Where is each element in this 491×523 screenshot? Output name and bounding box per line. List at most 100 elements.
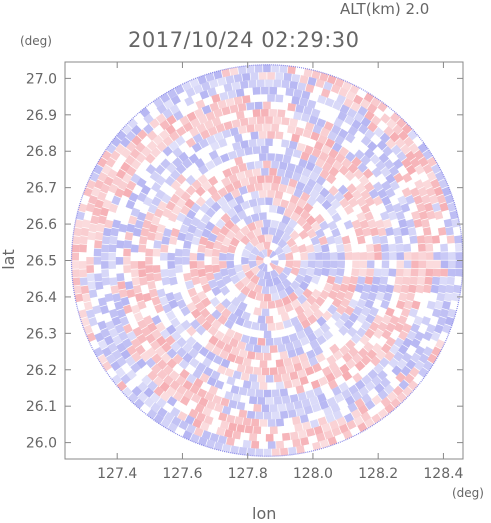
radar-bin — [379, 357, 390, 368]
radar-bin — [307, 76, 317, 86]
radar-bin — [219, 268, 229, 278]
radar-bin — [87, 281, 96, 290]
radar-bin — [134, 292, 144, 302]
radar-bin — [265, 338, 274, 346]
radar-bin — [326, 354, 337, 366]
radar-bin — [310, 108, 321, 118]
radar-bin — [214, 330, 225, 341]
radar-bin — [263, 448, 272, 457]
radar-bin — [300, 151, 311, 161]
radar-bin — [395, 372, 406, 383]
radar-bin — [281, 80, 290, 89]
radar-bin — [101, 244, 110, 253]
radar-bin — [255, 352, 264, 361]
radar-bin — [251, 321, 260, 331]
radar-bin — [201, 320, 213, 331]
radar-bin — [431, 163, 442, 175]
radar-bin — [352, 305, 363, 316]
radar-bin — [275, 228, 285, 239]
radar-bin — [104, 293, 114, 303]
radar-bin — [265, 234, 274, 243]
radar-bin — [367, 121, 378, 133]
radar-bin — [322, 161, 333, 173]
radar-bin — [327, 220, 338, 231]
radar-bin — [162, 108, 174, 119]
radar-bin — [410, 323, 421, 334]
radar-bin — [194, 158, 205, 169]
x-ticks: 127.4 127.6 127.8 128.0 128.2 128.4 — [97, 62, 464, 482]
radar-bin — [200, 213, 211, 225]
radar-bin — [255, 260, 264, 267]
radar-bin — [302, 128, 313, 139]
radar-bin — [147, 203, 158, 214]
radar-bin — [231, 81, 241, 91]
radar-bin — [110, 227, 120, 237]
radar-bin — [351, 119, 362, 130]
radar-bin — [380, 166, 391, 178]
radar-bin — [287, 348, 297, 358]
radar-bin — [305, 243, 315, 253]
radar-bin — [196, 123, 207, 134]
radar-bin — [354, 360, 366, 372]
radar-bin — [267, 419, 276, 427]
radar-bin — [161, 236, 171, 245]
radar-bin — [186, 423, 197, 434]
radar-bin — [182, 379, 193, 391]
radar-bin — [294, 126, 305, 136]
radar-bin — [251, 418, 260, 427]
radar-bin — [86, 256, 94, 265]
radar-bin — [244, 241, 255, 252]
radar-bin — [240, 235, 251, 246]
radar-bin — [195, 362, 207, 373]
radar-bin — [237, 301, 248, 312]
radar-bin — [162, 364, 174, 376]
radar-bin — [131, 351, 142, 363]
radar-bin — [167, 268, 177, 278]
radar-bin — [204, 248, 213, 257]
radar-bin — [258, 153, 267, 161]
radar-bin — [346, 326, 358, 338]
radar-bin — [171, 416, 182, 427]
radar-bin — [298, 352, 309, 363]
radar-bin — [244, 425, 254, 434]
radar-bin — [193, 377, 204, 389]
radar-bin — [135, 142, 146, 153]
radar-bin — [395, 243, 404, 252]
radar-bin — [447, 202, 457, 212]
radar-bin — [259, 300, 268, 309]
radar-bin — [360, 189, 371, 200]
radar-bin — [224, 183, 235, 194]
radar-bin — [220, 212, 231, 224]
radar-bin — [366, 260, 375, 269]
radar-bin — [414, 345, 426, 356]
radar-bin — [379, 132, 391, 144]
radar-bin — [377, 408, 389, 419]
radar-bin — [379, 276, 389, 285]
radar-bin — [166, 348, 178, 359]
radar-bin — [229, 127, 239, 137]
radar-bin — [416, 202, 426, 213]
radar-bin — [187, 224, 197, 234]
radar-bin — [272, 276, 282, 286]
radar-bin — [96, 223, 105, 233]
radar-bin — [295, 384, 305, 394]
radar-bin — [223, 192, 234, 203]
radar-bin — [304, 121, 315, 132]
radar-bin — [305, 389, 316, 399]
radar-bin — [204, 264, 213, 274]
radar-bin — [305, 83, 315, 93]
radar-bin — [351, 390, 363, 402]
radar-bin — [244, 146, 253, 156]
radar-bin — [253, 366, 262, 375]
radar-bin — [86, 179, 96, 190]
radar-bin — [246, 410, 256, 419]
radar-bin — [283, 380, 293, 389]
radar-bin — [454, 235, 463, 244]
radar-bin — [323, 282, 334, 293]
radar-bin — [125, 130, 136, 142]
radar-bin — [375, 349, 387, 361]
radar-bin — [133, 312, 144, 322]
radar-bin — [275, 321, 285, 331]
radar-bin — [405, 218, 415, 229]
radar-bin — [403, 300, 413, 310]
